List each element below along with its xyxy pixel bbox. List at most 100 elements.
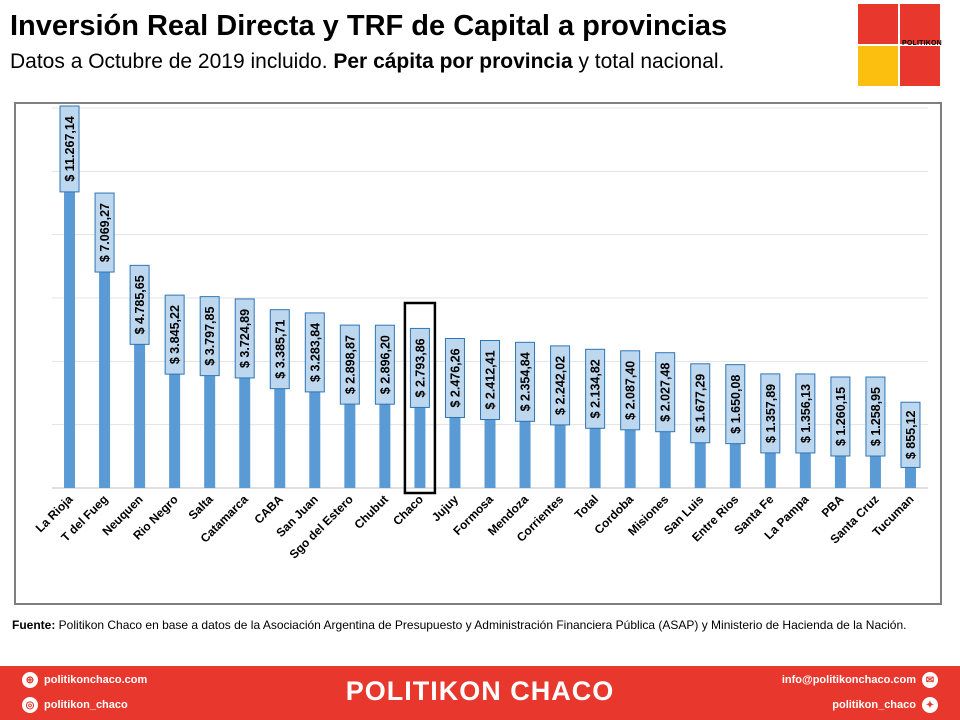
data-label-box: [269, 309, 290, 390]
footer-instagram[interactable]: ◎ politikon_chaco: [22, 697, 128, 713]
data-label-box: [129, 264, 150, 345]
data-label-box: [94, 192, 115, 273]
data-label: $ 2.896,20: [378, 335, 392, 394]
bar: [134, 336, 146, 488]
subtitle-part-a: Datos a Octubre de 2019 incluido.: [10, 50, 334, 73]
data-label: $ 3.845,22: [168, 305, 182, 364]
data-label-box: [164, 294, 185, 375]
data-label-box: [760, 373, 781, 454]
data-label-box: [409, 327, 430, 408]
data-label-box: [585, 348, 606, 429]
mail-icon: ✉: [922, 672, 938, 688]
logo-square-top-right: [900, 4, 940, 44]
bar: [64, 131, 76, 489]
data-label-box: [795, 373, 816, 454]
bar: [694, 434, 706, 488]
category-label: Sgo del Estero: [287, 492, 356, 561]
data-label: $ 2.134,82: [589, 359, 603, 418]
data-label: $ 2.793,86: [413, 338, 427, 397]
data-label-box: [655, 352, 676, 433]
bar: [99, 264, 111, 488]
data-label-box: [374, 324, 395, 405]
twitter-icon: ✦: [922, 697, 938, 713]
bar: [449, 409, 461, 488]
page-subtitle: Datos a Octubre de 2019 incluido. Per cá…: [10, 50, 724, 74]
bar: [869, 448, 881, 488]
bar: [904, 460, 916, 488]
bar: [414, 399, 426, 488]
bar: [624, 421, 636, 488]
data-label-box: [900, 401, 921, 468]
footer-twitter-text: politikon_chaco: [832, 699, 916, 711]
footer-email-text: info@politikonchaco.com: [781, 674, 916, 686]
data-label: $ 1.357,89: [764, 384, 778, 443]
data-label-box: [444, 337, 465, 418]
bar: [379, 396, 391, 488]
page-title: Inversión Real Directa y TRF de Capital …: [10, 10, 728, 42]
footer-instagram-text: politikon_chaco: [44, 699, 128, 711]
category-label: PBA: [819, 492, 847, 520]
data-label: $ 1.260,15: [834, 387, 848, 446]
logo-square-bottom-left: [858, 46, 898, 86]
data-label-box: [480, 340, 500, 421]
data-label: $ 2.242,02: [554, 356, 568, 415]
politikon-logo: POLITIKON: [858, 4, 942, 86]
bar: [834, 448, 846, 488]
data-label: $ 2.027,48: [659, 363, 673, 422]
footer-brand: POLITIKON CHACO: [345, 676, 615, 706]
source-note: Fuente: Politikon Chaco en base a datos …: [12, 617, 932, 633]
data-label: $ 2.476,26: [448, 348, 462, 407]
category-label: Jujuy: [429, 492, 461, 524]
bar: [764, 445, 776, 488]
footer-email[interactable]: info@politikonchaco.com ✉: [782, 672, 938, 688]
data-label: $ 855,12: [904, 410, 918, 459]
data-label-box: [550, 345, 571, 426]
footer-web-text: politikonchaco.com: [44, 674, 148, 686]
data-label: $ 2.087,40: [624, 361, 638, 420]
category-label: Chubut: [351, 492, 391, 532]
data-label-box: [830, 376, 851, 457]
data-label: $ 1.650,08: [729, 375, 743, 434]
data-label: $ 2.354,84: [519, 352, 533, 411]
data-label: $ 1.677,29: [694, 374, 708, 433]
bar: [274, 380, 286, 488]
highlight-box: [403, 301, 437, 495]
data-label: $ 4.785,65: [133, 275, 147, 334]
footer-bar: ⊕ politikonchaco.com ◎ politikon_chaco POL…: [0, 666, 960, 720]
instagram-icon: ◎: [22, 697, 38, 713]
source-label: Fuente:: [12, 618, 56, 632]
data-label: $ 3.724,89: [238, 309, 252, 368]
data-label-box: [725, 364, 746, 445]
bar: [484, 411, 496, 488]
data-label: $ 1.356,13: [799, 384, 813, 443]
globe-icon: ⊕: [22, 672, 38, 688]
data-label-box: [59, 105, 80, 193]
logo-square-bottom-right: [900, 46, 940, 86]
data-label: $ 3.385,71: [273, 320, 287, 379]
data-label-box: [199, 296, 220, 377]
logo-square-top-left: [858, 4, 898, 44]
chart-frame: $ 11.267,14 La Rioja $ 7.069,27 T del Fueg $…: [14, 102, 942, 605]
category-label: Salta: [186, 492, 216, 522]
bar: [729, 435, 741, 488]
data-label: $ 11.267,14: [63, 116, 77, 181]
bar: [169, 366, 181, 488]
bar: [309, 384, 321, 488]
bar: [659, 423, 671, 488]
subtitle-part-c: y total nacional.: [572, 50, 725, 73]
bar: [519, 413, 531, 488]
data-label: $ 2.898,87: [343, 335, 357, 394]
data-label-box: [620, 350, 641, 431]
data-label: $ 7.069,27: [98, 203, 112, 262]
subtitle-part-b: Per cápita por provincia: [333, 50, 573, 73]
footer-twitter[interactable]: politikon_chaco ✦: [832, 697, 938, 713]
data-label-box: [304, 312, 325, 393]
bar: [344, 396, 356, 488]
data-label: $ 3.797,85: [203, 307, 217, 366]
data-label-box: [690, 363, 711, 444]
data-label-box: [865, 376, 886, 457]
footer-web[interactable]: ⊕ politikonchaco.com: [22, 672, 147, 688]
data-label-box: [515, 341, 536, 422]
category-label: Total: [572, 492, 602, 522]
